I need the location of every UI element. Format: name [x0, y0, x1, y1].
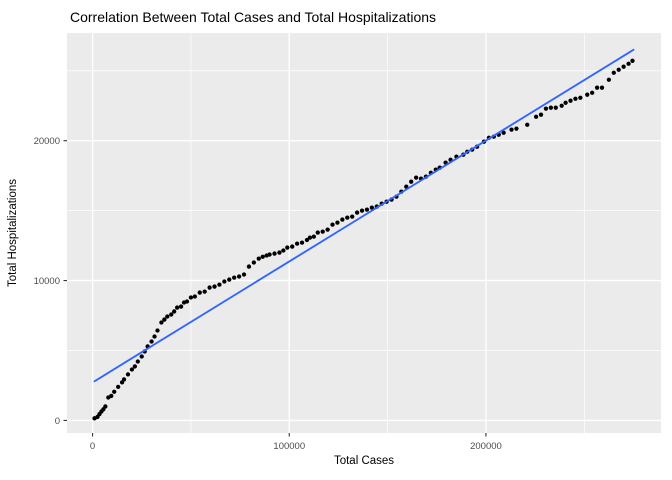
svg-text:10000: 10000: [34, 276, 60, 287]
y-axis-title: Total Hospitalizations: [7, 178, 19, 288]
y-tick-labels: 0 10000 20000: [34, 136, 60, 427]
svg-text:20000: 20000: [34, 136, 60, 147]
svg-text:0: 0: [55, 416, 60, 427]
trend-line: [93, 48, 635, 383]
svg-text:100000: 100000: [273, 441, 305, 452]
svg-text:200000: 200000: [470, 441, 502, 452]
major-gridlines: [67, 33, 661, 433]
chart-title: Correlation Between Total Cases and Tota…: [70, 9, 437, 25]
x-tick-labels: 0 100000 200000: [90, 441, 502, 452]
panel-background: [67, 33, 661, 433]
svg-text:0: 0: [90, 441, 95, 452]
x-axis-title: Total Cases: [333, 455, 395, 467]
axis-ticks: [63, 140, 487, 437]
